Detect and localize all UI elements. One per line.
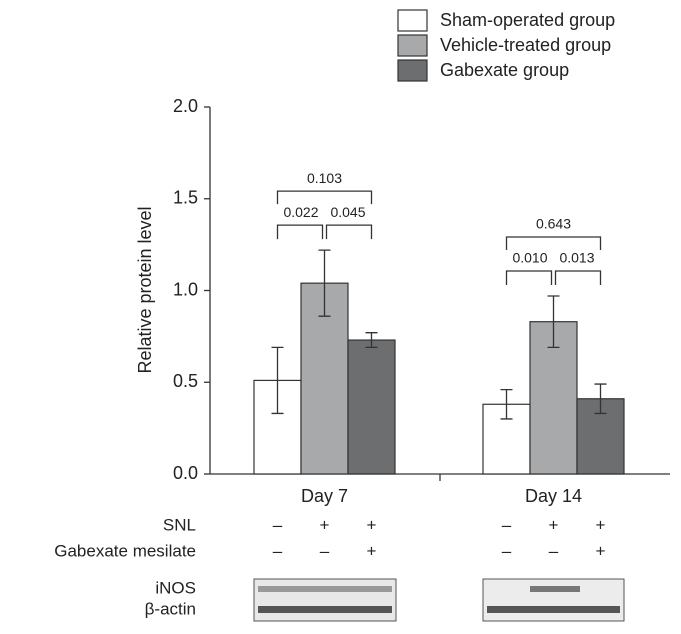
error-bar: [271, 346, 284, 415]
legend-label: Sham-operated group: [440, 10, 615, 30]
treatment-sign: +: [596, 541, 606, 560]
treatment-sign: –: [502, 541, 512, 560]
treatment-sign: –: [549, 541, 559, 560]
y-tick-label: 0.0: [173, 463, 198, 483]
treatment-sign: –: [273, 515, 283, 534]
p-value-label: 0.013: [559, 250, 594, 266]
treatment-sign: +: [367, 541, 377, 560]
x-tick-label: Day 7: [301, 486, 348, 506]
error-bar: [318, 249, 331, 317]
treatment-label: SNL: [163, 515, 196, 534]
treatment-sign: –: [273, 541, 283, 560]
p-value-label: 0.022: [283, 204, 318, 220]
error-bar: [500, 388, 513, 420]
p-value-label: 0.045: [330, 204, 365, 220]
y-tick-label: 1.0: [173, 279, 198, 299]
treatment-sign: +: [596, 515, 606, 534]
p-value-bracket: [554, 270, 602, 286]
blot-day14: [482, 578, 625, 622]
bar: [576, 398, 625, 475]
treatment-label: Gabexate mesilate: [54, 541, 196, 560]
p-value-label: 0.643: [536, 216, 571, 232]
bar: [347, 339, 396, 475]
y-tick-label: 2.0: [173, 96, 198, 116]
y-tick-label: 0.5: [173, 371, 198, 391]
p-value-bracket: [505, 270, 553, 286]
p-value-bracket: [505, 236, 602, 251]
treatment-sign: –: [502, 515, 512, 534]
blot-label: iNOS: [155, 578, 196, 597]
legend-swatch: [397, 9, 428, 32]
error-bar: [547, 295, 560, 349]
p-value-label: 0.103: [307, 170, 342, 186]
error-bar: [365, 332, 378, 349]
legend-label: Vehicle-treated group: [440, 35, 611, 55]
y-axis-label: Relative protein level: [135, 206, 155, 373]
blot-label: β-actin: [145, 599, 196, 618]
treatment-sign: –: [320, 541, 330, 560]
legend-swatch: [397, 34, 428, 57]
legend-label: Gabexate group: [440, 60, 569, 80]
treatment-sign: +: [320, 515, 330, 534]
p-value-bracket: [276, 224, 324, 240]
p-value-bracket: [276, 190, 373, 205]
p-value-bracket: [325, 224, 373, 240]
y-tick-label: 1.5: [173, 188, 198, 208]
treatment-sign: +: [549, 515, 559, 534]
x-tick-label: Day 14: [525, 486, 582, 506]
p-value-label: 0.010: [512, 250, 547, 266]
legend-swatch: [397, 59, 428, 82]
blot-day7: [253, 578, 397, 622]
error-bar: [594, 383, 607, 415]
treatment-sign: +: [367, 515, 377, 534]
